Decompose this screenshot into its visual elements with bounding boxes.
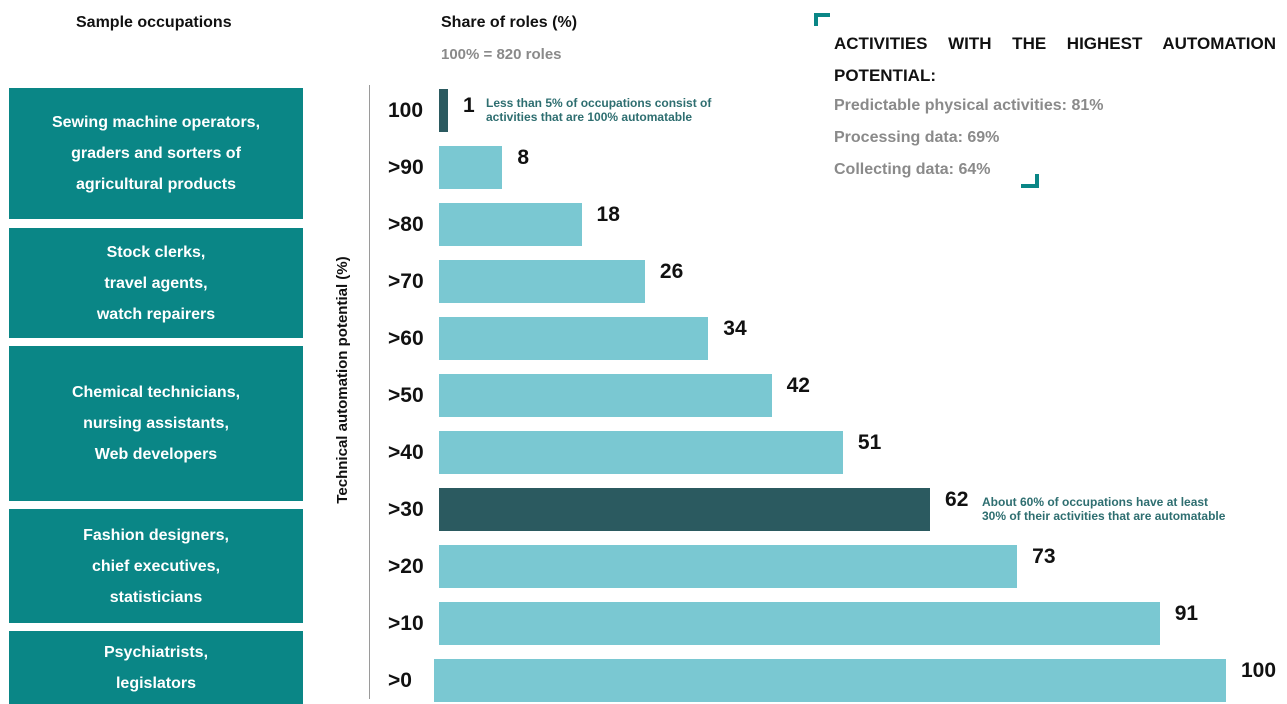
occupation-line: graders and sorters of: [71, 138, 241, 169]
occupation-group: Stock clerks, travel agents, watch repaire…: [9, 228, 303, 338]
annotation-line: 30% of their activities that are automat…: [982, 509, 1225, 523]
callout-title-line2: POTENTIAL:: [834, 60, 936, 92]
value-label: 42: [787, 374, 810, 398]
category-label: >70: [388, 270, 434, 294]
value-label: 26: [660, 260, 683, 284]
occupation-line: watch repairers: [97, 299, 215, 330]
occupation-line: statisticians: [110, 582, 202, 613]
bar: [439, 488, 930, 531]
occupation-line: chief executives,: [92, 551, 220, 582]
occupation-line: legislators: [116, 668, 196, 699]
share-subheader: 100% = 820 roles: [441, 46, 562, 63]
annotation-line: About 60% of occupations have at least: [982, 495, 1225, 509]
occupation-group: Fashion designers, chief executives, stati…: [9, 509, 303, 623]
bar: [439, 431, 843, 474]
annotation-line: Less than 5% of occupations consist of: [486, 96, 711, 110]
bar: [434, 659, 1226, 702]
value-label: 34: [723, 317, 746, 341]
y-axis-line: [369, 85, 370, 699]
y-axis-label: Technical automation potential (%): [334, 230, 354, 530]
category-label: >0: [388, 669, 434, 693]
callout-bracket-bottom-right-h: [1021, 184, 1039, 188]
bar: [439, 146, 502, 189]
value-label: 100: [1241, 659, 1276, 683]
occupation-group: Sewing machine operators, graders and sor…: [9, 88, 303, 219]
occupation-group: Psychiatrists, legislators: [9, 631, 303, 704]
occupation-line: Psychiatrists,: [104, 637, 208, 668]
occupation-line: nursing assistants,: [83, 408, 229, 439]
callout-item: Predictable physical activities: 81%: [834, 97, 1103, 115]
bar: [439, 260, 645, 303]
bar: [439, 203, 582, 246]
callout-bracket-top-left-h: [814, 13, 830, 17]
category-label: >60: [388, 327, 434, 351]
occupation-line: Chemical technicians,: [72, 377, 240, 408]
value-label: 51: [858, 431, 881, 455]
bar: [439, 317, 708, 360]
value-label: 18: [597, 203, 620, 227]
occupation-line: Sewing machine operators,: [52, 107, 260, 138]
bar: [439, 602, 1160, 645]
callout-item: Processing data: 69%: [834, 129, 999, 147]
callout-item: Collecting data: 64%: [834, 161, 990, 179]
share-header: Share of roles (%): [441, 14, 577, 32]
callout-title: ACTIVITIES WITH THE HIGHEST AUTOMATION: [834, 28, 1276, 60]
category-label: >50: [388, 384, 434, 408]
annotation-line: activities that are 100% automatable: [486, 110, 711, 124]
occupation-line: Stock clerks,: [107, 237, 206, 268]
occupation-line: Fashion designers,: [83, 520, 229, 551]
value-label: 62: [945, 488, 968, 512]
bar: [439, 545, 1017, 588]
occupation-line: agricultural products: [76, 169, 236, 200]
category-label: 100: [388, 99, 434, 123]
value-label: 91: [1175, 602, 1198, 626]
category-label: >40: [388, 441, 434, 465]
annotation: Less than 5% of occupations consist of ac…: [486, 96, 711, 124]
category-label: >20: [388, 555, 434, 579]
category-label: >80: [388, 213, 434, 237]
occupation-group: Chemical technicians, nursing assistants,…: [9, 346, 303, 501]
occupations-header: Sample occupations: [76, 14, 232, 32]
bar: [439, 89, 448, 132]
category-label: >10: [388, 612, 434, 636]
category-label: >30: [388, 498, 434, 522]
annotation: About 60% of occupations have at least 30…: [982, 495, 1225, 523]
value-label: 73: [1032, 545, 1055, 569]
value-label: 8: [517, 146, 529, 170]
category-label: >90: [388, 156, 434, 180]
occupation-line: Web developers: [95, 439, 217, 470]
value-label: 1: [463, 94, 475, 118]
bar: [439, 374, 772, 417]
occupation-line: travel agents,: [104, 268, 207, 299]
